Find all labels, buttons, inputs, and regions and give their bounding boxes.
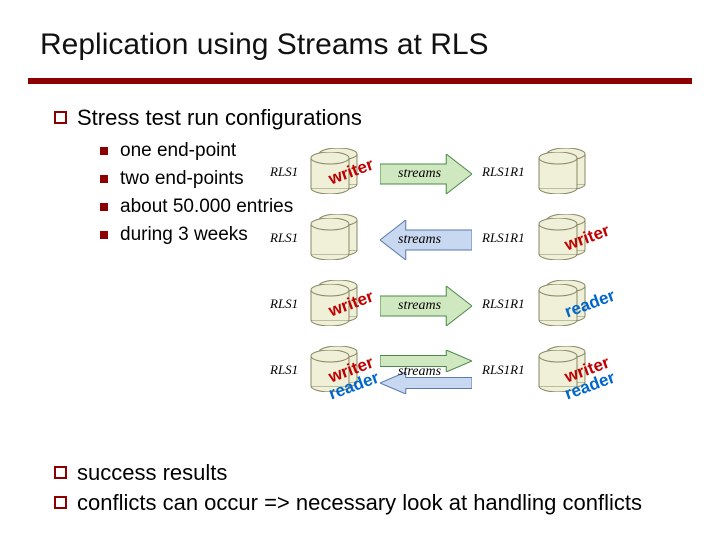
stream-label: streams [398,232,441,248]
bullet-result-text: success results [77,460,227,486]
bottom-bullets: success results conflicts can occur => ne… [54,460,642,520]
bullet-main: Stress test run configurations [54,105,694,131]
node-label-left: RLS1 [270,164,298,180]
slide: Replication using Streams at RLS Stress … [0,0,720,540]
cylinder-left [310,218,350,265]
bullet-result: success results [54,460,642,486]
square-bullet-icon [54,496,67,509]
bullet-sub-text: about 50.000 entries [120,193,293,221]
bullet-result-text: conflicts can occur => necessary look at… [77,490,642,516]
node-label-right: RLS1R1 [482,296,525,312]
node-label-right: RLS1R1 [482,230,525,246]
stream-label: streams [398,298,441,314]
cylinder-right [538,152,578,199]
slide-title: Replication using Streams at RLS [40,28,489,62]
solid-bullet-icon [100,231,108,239]
square-bullet-icon [54,111,67,124]
bullet-sub-text: during 3 weeks [120,221,248,249]
node-label-left: RLS1 [270,362,298,378]
stream-label: streams [398,166,441,182]
bullet-sub-text: two end-points [120,165,244,193]
title-underline [28,78,692,84]
node-label-right: RLS1R1 [482,362,525,378]
cylinder-icon [310,218,350,260]
bullet-result: conflicts can occur => necessary look at… [54,490,642,516]
solid-bullet-icon [100,147,108,155]
square-bullet-icon [54,466,67,479]
solid-bullet-icon [100,175,108,183]
solid-bullet-icon [100,203,108,211]
stream-label: streams [398,364,441,380]
bullet-sub-text: one end-point [120,137,236,165]
node-label-right: RLS1R1 [482,164,525,180]
bullet-main-text: Stress test run configurations [77,105,362,131]
node-label-left: RLS1 [270,230,298,246]
node-label-left: RLS1 [270,296,298,312]
cylinder-icon [538,152,578,194]
